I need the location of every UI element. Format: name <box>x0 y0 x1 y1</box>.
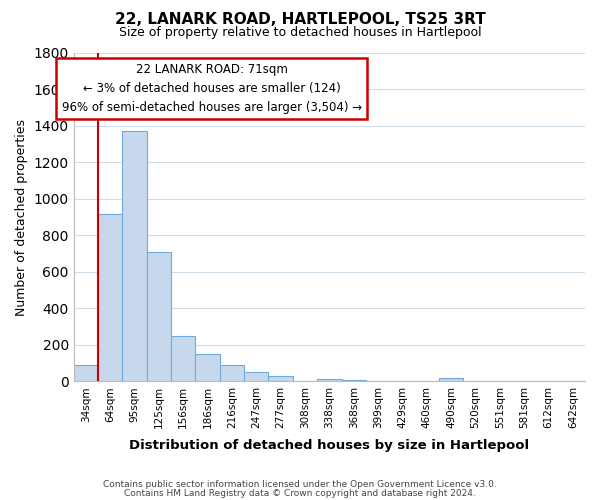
Bar <box>439 378 463 382</box>
X-axis label: Distribution of detached houses by size in Hartlepool: Distribution of detached houses by size … <box>129 440 529 452</box>
Bar <box>220 365 244 382</box>
Bar <box>147 252 171 382</box>
Bar <box>341 380 366 382</box>
Text: 22 LANARK ROAD: 71sqm
← 3% of detached houses are smaller (124)
96% of semi-deta: 22 LANARK ROAD: 71sqm ← 3% of detached h… <box>62 63 362 114</box>
Bar <box>98 214 122 382</box>
Bar <box>244 372 268 382</box>
Text: 22, LANARK ROAD, HARTLEPOOL, TS25 3RT: 22, LANARK ROAD, HARTLEPOOL, TS25 3RT <box>115 12 485 28</box>
Bar <box>122 132 147 382</box>
Bar <box>268 376 293 382</box>
Bar <box>171 336 196 382</box>
Text: Size of property relative to detached houses in Hartlepool: Size of property relative to detached ho… <box>119 26 481 39</box>
Y-axis label: Number of detached properties: Number of detached properties <box>15 118 28 316</box>
Bar <box>196 354 220 382</box>
Bar <box>74 365 98 382</box>
Text: Contains HM Land Registry data © Crown copyright and database right 2024.: Contains HM Land Registry data © Crown c… <box>124 488 476 498</box>
Text: Contains public sector information licensed under the Open Government Licence v3: Contains public sector information licen… <box>103 480 497 489</box>
Bar <box>317 378 341 382</box>
